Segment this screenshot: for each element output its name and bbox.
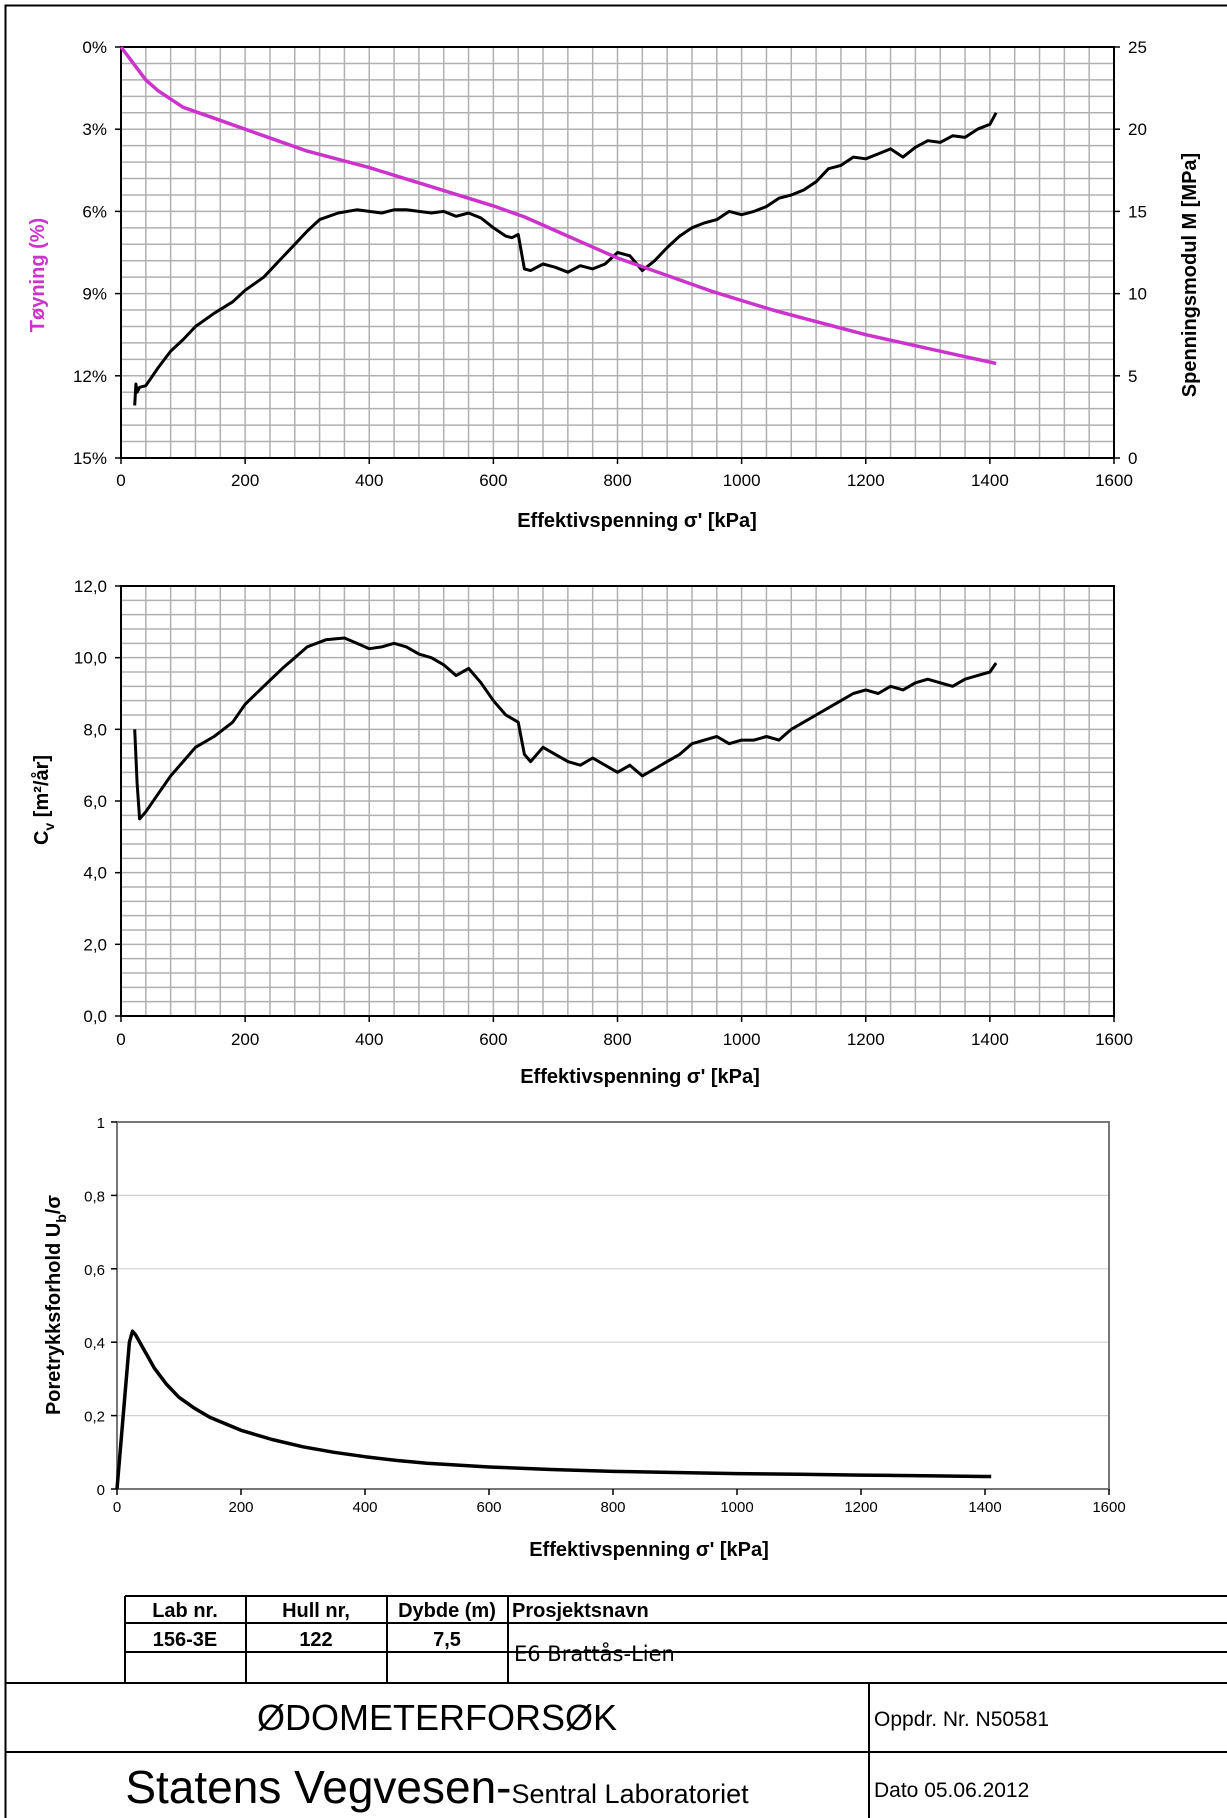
chart1-y-ticks-right: 0 5 10 15 20 25: [1114, 38, 1147, 468]
y-tick-label: 4,0: [83, 864, 107, 883]
y-tick-label: 10: [1128, 285, 1147, 304]
x-tick-label: 800: [600, 1499, 625, 1516]
strain-line: [119, 45, 997, 366]
chart2-y-ticks: 0,0 2,0 4,0 6,0 8,0 10,0 12,0: [74, 577, 121, 1026]
header-dybde: Dybde (m): [398, 1600, 496, 1622]
y-tick-label: 25: [1128, 38, 1147, 57]
y-tick-label: 0,8: [84, 1188, 105, 1205]
pore-pressure-chart: 0 200 400 600 800 1000 1200 1400 1600 0 0,2 0,4 0,6…: [43, 1115, 1126, 1561]
y-tick-label: 12,0: [74, 577, 107, 596]
x-tick-label: 0: [116, 1030, 125, 1049]
cv-line: [133, 636, 998, 821]
x-tick-label: 800: [603, 471, 631, 490]
chart3-series: [115, 1329, 992, 1490]
chart2-grid: [121, 586, 1114, 1016]
header-lab-nr: Lab nr.: [152, 1600, 218, 1622]
header-hull-nr: Hull nr,: [282, 1600, 350, 1622]
chart3-y-axis-title: Poretrykksforhold Ub/σ: [43, 1195, 69, 1415]
x-tick-label: 400: [355, 471, 383, 490]
x-tick-label: 1400: [971, 1030, 1009, 1049]
x-tick-label: 200: [231, 471, 259, 490]
chart1-y-ticks-left: 0% 3% 6% 9% 12% 15%: [73, 38, 121, 468]
chart2-series: [133, 636, 998, 821]
page-frame: [4, 4, 1227, 1818]
chart3-y-ticks: 0 0,2 0,4 0,6 0,8 1: [84, 1115, 117, 1499]
y-tick-label: 9%: [82, 285, 107, 304]
y-tick-label: 20: [1128, 120, 1147, 139]
x-tick-label: 200: [231, 1030, 259, 1049]
chart2-x-axis-title: Effektivspenning σ' [kPa]: [520, 1066, 760, 1088]
y-tick-label: 10,0: [74, 649, 107, 668]
chart3-grid: [117, 1194, 1109, 1417]
x-tick-label: 400: [355, 1030, 383, 1049]
x-tick-label: 1200: [847, 471, 885, 490]
x-tick-label: 200: [228, 1499, 253, 1516]
y-tick-label: 2,0: [83, 935, 107, 954]
x-tick-label: 1400: [971, 471, 1009, 490]
y-tick-label: 0,4: [84, 1335, 105, 1352]
report-title: ØDOMETERFORSØK: [257, 1697, 617, 1738]
y-tick-label: 0: [1128, 449, 1137, 468]
x-tick-label: 0: [116, 471, 125, 490]
y-tick-label: 5: [1128, 367, 1137, 386]
x-tick-label: 1600: [1092, 1499, 1125, 1516]
x-tick-label: 800: [603, 1030, 631, 1049]
x-tick-label: 1000: [723, 1030, 761, 1049]
y-tick-label: 8,0: [83, 720, 107, 739]
x-tick-label: 600: [479, 1030, 507, 1049]
oppdrag-number: Oppdr. Nr. N50581: [874, 1708, 1049, 1731]
x-tick-label: 1400: [968, 1499, 1001, 1516]
title-block: [5, 1682, 1227, 1818]
x-tick-label: 1600: [1095, 1030, 1133, 1049]
y-tick-label: 0,6: [84, 1262, 105, 1279]
chart2-x-ticks: 0 200 400 600 800 1000 1200 1400 1600: [116, 1016, 1133, 1049]
chart1-x-ticks: 0 200 400 600 800 1000 1200 1400 1600: [116, 458, 1133, 490]
chart1-right-axis-title: Spenningsmodul M [MPa]: [1179, 153, 1201, 397]
chart3-x-axis-title: Effektivspenning σ' [kPa]: [529, 1539, 769, 1561]
x-tick-label: 1000: [720, 1499, 753, 1516]
chart2-y-axis-title: Cv [m²/år]: [30, 755, 57, 845]
pore-pressure-line: [115, 1329, 992, 1490]
y-tick-label: 1: [97, 1115, 105, 1132]
y-tick-label: 15: [1128, 202, 1147, 221]
chart1-x-axis-title: Effektivspenning σ' [kPa]: [517, 510, 757, 532]
organization-name: Statens Vegvesen-Sentral Laboratoriet: [125, 1761, 749, 1813]
value-hull-nr: 122: [299, 1629, 332, 1651]
report-date: Dato 05.06.2012: [874, 1779, 1029, 1802]
y-tick-label: 6,0: [83, 792, 107, 811]
value-lab-nr: 156-3E: [153, 1629, 218, 1651]
x-tick-label: 600: [476, 1499, 501, 1516]
chart1-series: [119, 45, 998, 406]
x-tick-label: 0: [113, 1499, 121, 1516]
x-tick-label: 600: [479, 471, 507, 490]
x-tick-label: 1200: [847, 1030, 885, 1049]
y-tick-label: 0,2: [84, 1409, 105, 1426]
y-tick-label: 0: [97, 1482, 105, 1499]
y-tick-label: 6%: [82, 202, 107, 221]
y-tick-label: 12%: [73, 367, 107, 386]
header-prosjektsnavn: Prosjektsnavn: [512, 1600, 649, 1622]
cv-chart: 0 200 400 600 800 1000 1200 1400 1600 0,0 2,0 4,0 6…: [30, 577, 1133, 1088]
value-prosjektsnavn: E6 Brattås-Lien: [514, 1641, 675, 1666]
chart1-left-axis-title: Tøyning (%): [27, 218, 49, 332]
chart1-grid: [121, 47, 1114, 458]
strain-modulus-chart: 0 200 400 600 800 1000 1200 1400 1600 0%3%6%9%12…: [27, 38, 1201, 532]
y-tick-label: 3%: [82, 120, 107, 139]
x-tick-label: 1600: [1095, 471, 1133, 490]
chart3-x-ticks: 0 200 400 600 800 1000 1200 1400 1600: [113, 1489, 1126, 1516]
modulus-line: [133, 112, 998, 406]
y-tick-label: 15%: [73, 449, 107, 468]
x-tick-label: 400: [352, 1499, 377, 1516]
y-tick-label: 0%: [82, 38, 107, 57]
y-tick-label: 0,0: [83, 1007, 107, 1026]
value-dybde: 7,5: [433, 1629, 461, 1651]
x-tick-label: 1000: [723, 471, 761, 490]
info-table: [124, 1595, 1227, 1683]
x-tick-label: 1200: [844, 1499, 877, 1516]
chart3-plot-area: [116, 1121, 1110, 1490]
